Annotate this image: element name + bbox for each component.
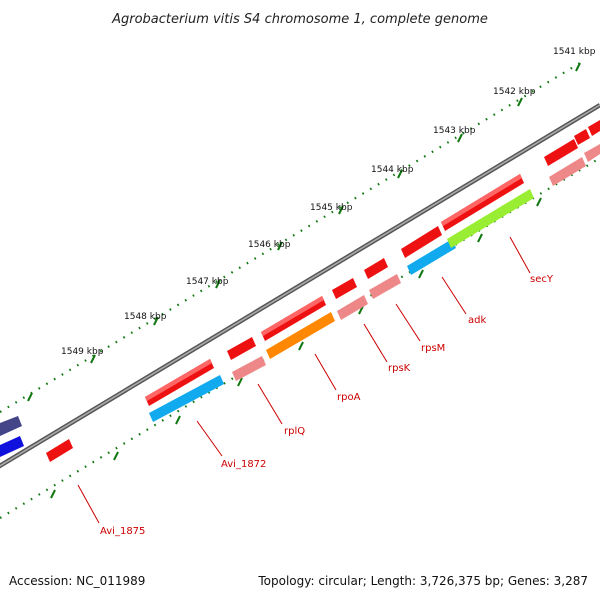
backbone — [0, 103, 600, 469]
gene-labels: Avi_1875 Avi_1872 rplQ rpoA rpsK rpsM ad… — [100, 274, 554, 537]
gene-arrow[interactable] — [149, 375, 224, 422]
left-partial-genes — [0, 416, 73, 462]
gene-arrow[interactable] — [364, 258, 388, 279]
gene-arrow[interactable] — [447, 189, 534, 248]
tick-label: 1541 kbp — [553, 47, 596, 57]
gene-arrow[interactable] — [337, 295, 368, 320]
accession-text: Accession: NC_011989 — [9, 574, 146, 588]
tick-label: 1546 kbp — [248, 240, 291, 250]
gene-label-secy: secY — [530, 274, 554, 285]
secondary-track — [149, 144, 600, 422]
gene-arrow[interactable] — [369, 274, 401, 299]
tick-label: 1543 kbp — [433, 126, 476, 136]
genome-summary-text: Topology: circular; Length: 3,726,375 bp… — [258, 574, 588, 588]
gene-label-adk: adk — [468, 315, 486, 326]
gene-arrow[interactable] — [332, 278, 357, 299]
gene-arrow[interactable] — [574, 129, 590, 145]
ruler-ticks — [27, 62, 581, 499]
gene-arrow[interactable] — [407, 239, 456, 275]
tick-labels: 1541 kbp 1542 kbp 1543 kbp 1544 kbp 1545… — [61, 47, 596, 357]
tick-label: 1548 kbp — [124, 312, 167, 322]
map-title: Agrobacterium vitis S4 chromosome 1, com… — [111, 12, 488, 27]
gene-arrow[interactable] — [266, 312, 335, 359]
gene-label-rpsm: rpsM — [421, 343, 445, 354]
gene-arrow[interactable] — [544, 139, 578, 166]
gene-label-rpsk: rpsK — [388, 363, 411, 374]
gene-leaders — [77, 236, 531, 524]
gene-label-rpoa: rpoA — [337, 392, 361, 403]
forward-genes — [145, 120, 600, 406]
gene-arrow[interactable] — [588, 120, 600, 136]
tick-label: 1549 kbp — [61, 347, 104, 357]
gene-label-avi-1875: Avi_1875 — [100, 526, 145, 537]
gene-label-avi-1872: Avi_1872 — [221, 459, 266, 470]
tick-label: 1542 kbp — [493, 87, 536, 97]
gene-arrow[interactable] — [401, 226, 442, 258]
tick-label: 1545 kbp — [310, 203, 353, 213]
gene-arrow[interactable] — [0, 436, 24, 457]
gene-arrow[interactable] — [227, 337, 256, 360]
gene-arrow[interactable] — [46, 439, 73, 462]
gene-label-rplq: rplQ — [284, 426, 305, 437]
outer-ruler — [0, 62, 581, 413]
gene-arrow[interactable] — [549, 157, 586, 186]
gene-arrow[interactable] — [584, 144, 600, 162]
tick-label: 1544 kbp — [371, 165, 414, 175]
tick-label: 1547 kbp — [186, 277, 229, 287]
gene-arrow[interactable] — [232, 356, 266, 381]
gene-arrow[interactable] — [0, 416, 22, 436]
